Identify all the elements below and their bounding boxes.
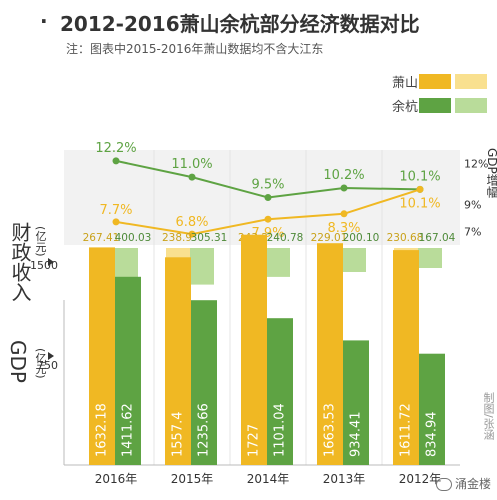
gdp-tick-label: 1500 <box>30 259 58 272</box>
gdp-bar-yuhang <box>267 318 293 465</box>
gdp-bar-xiaoshan <box>393 250 419 465</box>
gdp-bar-yuhang <box>191 300 217 465</box>
legend-xiaoshan-swatch-dark <box>419 74 451 89</box>
growth-point <box>416 185 424 193</box>
gdp-growth-axis-label: GDP增幅 <box>485 148 497 198</box>
growth-point <box>340 184 348 192</box>
fiscal-data-label: 230.68 <box>387 232 424 244</box>
growth-data-label: 9.5% <box>251 178 284 193</box>
growth-tick-label: 12% <box>464 158 488 171</box>
growth-point <box>340 210 348 218</box>
fiscal-data-label: 238.9 <box>162 232 192 244</box>
gdp-data-label: 1663.53 <box>323 403 338 457</box>
gdp-data-label: 834.94 <box>425 412 440 458</box>
growth-point <box>264 194 272 201</box>
growth-data-label: 7.7% <box>99 203 132 218</box>
fiscal-data-label: 240.78 <box>267 232 304 244</box>
gdp-data-label: 1611.72 <box>399 403 414 457</box>
growth-data-label: 6.8% <box>175 215 208 230</box>
gdp-unit-label: (亿元) <box>34 348 47 379</box>
gdp-bar-xiaoshan <box>165 257 191 465</box>
fiscal-data-label: 267.41 <box>83 232 120 244</box>
chart-note: 注：图表中2015-2016年萧山数据均不含大江东 <box>66 42 324 56</box>
fiscal-marker-icon <box>48 258 54 266</box>
x-tick-label: 2013年 <box>323 472 366 486</box>
fiscal-bar-yuhang <box>190 248 214 285</box>
gdp-data-label: 1411.62 <box>121 403 136 457</box>
growth-data-label: 10.2% <box>323 168 364 183</box>
wechat-icon <box>435 478 452 491</box>
gdp-bar-xiaoshan <box>317 243 343 465</box>
title-bullet: · <box>40 9 48 33</box>
gdp-data-label: 934.41 <box>349 412 364 458</box>
x-tick-label: 2012年 <box>399 472 442 486</box>
fiscal-data-label: 305.31 <box>191 232 228 244</box>
x-tick-label: 2016年 <box>95 472 138 486</box>
growth-point <box>188 230 196 238</box>
gdp-data-label: 1557.4 <box>171 412 186 458</box>
gdp-bar-xiaoshan <box>241 234 267 465</box>
growth-data-label: 12.2% <box>95 141 136 156</box>
growth-tick-label: 9% <box>464 198 481 211</box>
growth-tick-label: 7% <box>464 225 481 238</box>
gdp-axis-label: GDP <box>6 340 30 383</box>
growth-data-label: 10.1% <box>399 169 440 184</box>
fiscal-bar-yuhang <box>342 248 366 272</box>
gdp-data-label: 1235.66 <box>197 403 212 457</box>
gdp-bar-yuhang <box>115 276 141 465</box>
x-tick-label: 2015年 <box>171 472 214 486</box>
fiscal-bar-yuhang <box>418 248 442 268</box>
watermark-text: 涌金楼 <box>454 477 491 491</box>
gdp-data-label: 1101.04 <box>273 403 288 457</box>
fiscal-axis-label: 财政收入 <box>8 222 32 302</box>
gdp-bar-yuhang <box>419 353 445 465</box>
legend-yuhang-label: 余杭 <box>392 100 419 115</box>
legend-yuhang-swatch-dark <box>419 98 451 113</box>
legend-xiaoshan-label: 萧山 <box>392 76 419 91</box>
gdp-bar-yuhang <box>343 340 369 465</box>
growth-point <box>188 173 196 181</box>
fiscal-data-label: 200.10 <box>343 232 380 244</box>
growth-point <box>112 157 120 165</box>
gdp-data-label: 1632.18 <box>95 403 110 457</box>
x-tick-label: 2014年 <box>247 472 290 486</box>
fiscal-data-label: 400.03 <box>115 232 152 244</box>
source-credit: 制图/张涵 <box>482 392 495 440</box>
fiscal-data-label: 229.01 <box>311 232 348 244</box>
growth-point <box>112 218 120 226</box>
fiscal-unit-label: (亿元) <box>34 226 47 257</box>
fiscal-data-label: 167.04 <box>419 232 456 244</box>
growth-point <box>264 215 272 223</box>
growth-data-label: 10.1% <box>399 196 440 211</box>
gdp-tick-label: 750 <box>37 359 58 372</box>
watermark: 涌金楼 <box>435 475 491 492</box>
gdp-data-label: 1727 <box>247 424 262 457</box>
legend-xiaoshan-swatch-light <box>455 74 487 89</box>
gdp-bar-xiaoshan <box>89 247 115 465</box>
chart-title: 2012-2016萧山余杭部分经济数据对比 <box>60 12 420 36</box>
legend-yuhang-swatch-light <box>455 98 487 113</box>
gdp-marker-icon <box>48 352 54 360</box>
fiscal-bar-yuhang <box>266 248 290 277</box>
growth-data-label: 8.3% <box>327 221 360 236</box>
growth-data-label: 11.0% <box>171 157 212 172</box>
